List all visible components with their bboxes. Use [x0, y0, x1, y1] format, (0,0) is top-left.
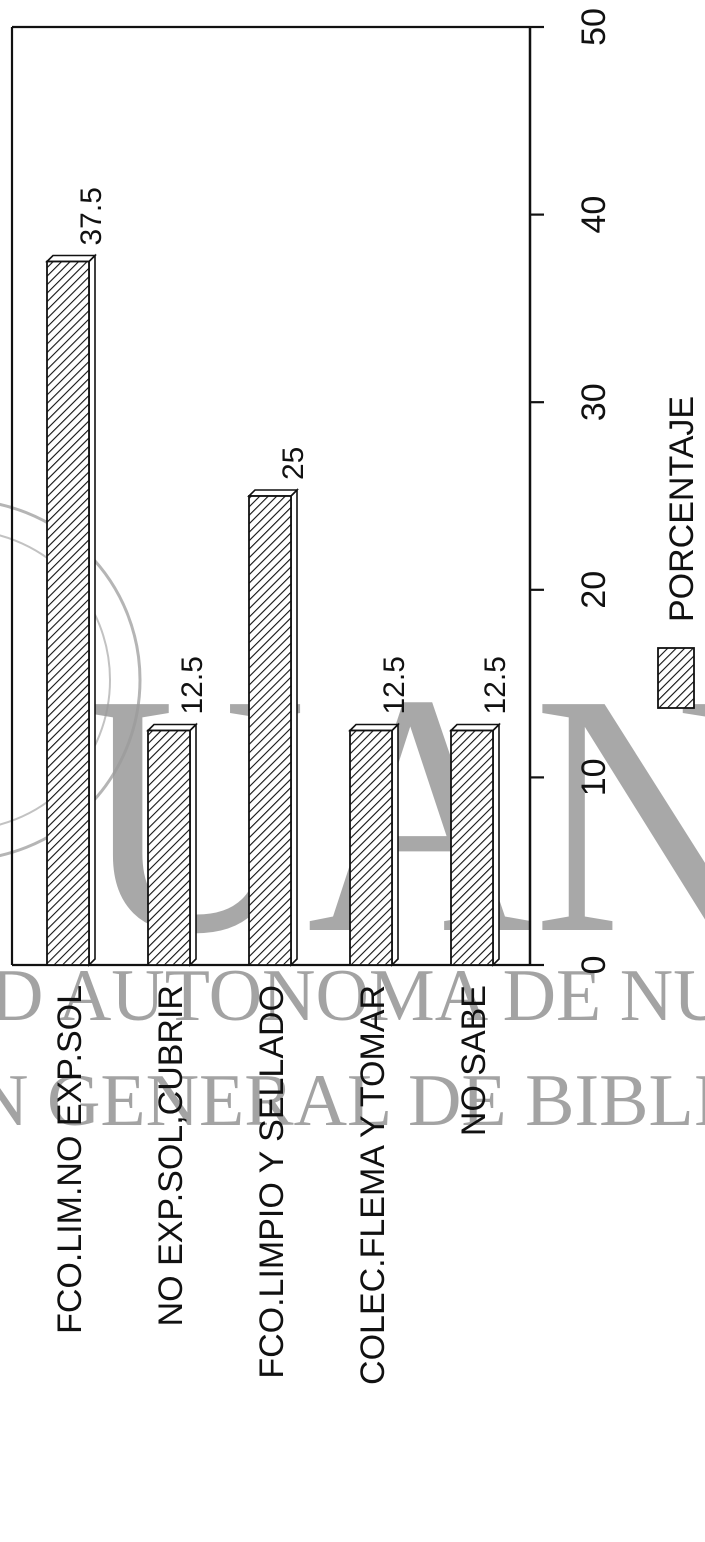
bar — [349, 729, 393, 966]
watermark-seal-inner — [0, 534, 111, 826]
bar — [46, 260, 90, 966]
value-label: 25 — [277, 447, 310, 480]
value-label: 12.5 — [479, 656, 512, 714]
legend-label: PORCENTAJE — [663, 396, 701, 622]
bar — [450, 729, 494, 966]
category-labels: FCO.LIM.NO EXP.SOL NO EXP.SOL,CUBRIR FCO.L… — [51, 985, 493, 1385]
tick-label: 0 — [575, 956, 613, 975]
category-label: NO SABE — [455, 985, 493, 1136]
watermark-seal — [0, 502, 142, 858]
bar-top — [146, 723, 198, 732]
watermark-line1: D AUTONOMA DE NUEVO — [0, 955, 705, 1037]
plot-frame — [10, 25, 532, 967]
legend: PORCENTAJE — [657, 396, 701, 709]
bars: 37.5 12.5 25 12.5 12.5 — [45, 187, 512, 967]
category-label: FCO.LIMPIO Y SELLADO — [253, 985, 291, 1379]
category-label: FCO.LIM.NO EXP.SOL — [51, 985, 89, 1334]
tick-label: 10 — [575, 758, 613, 796]
bar — [147, 729, 191, 966]
category-label: COLEC.FLEMA Y TOMAR — [354, 985, 392, 1385]
legend-swatch — [657, 647, 695, 709]
value-label: 12.5 — [176, 656, 209, 714]
tick-label: 20 — [575, 571, 613, 609]
bar-top — [348, 723, 400, 732]
bar-top — [449, 723, 501, 732]
value-label: 37.5 — [75, 187, 108, 245]
tick-label: 50 — [575, 8, 613, 46]
bar-side — [88, 253, 96, 967]
watermark-line2: N GENERAL DE BIBLIOTECAS — [0, 1060, 705, 1142]
value-label: 12.5 — [378, 656, 411, 714]
category-label: NO EXP.SOL,CUBRIR — [152, 985, 190, 1326]
value-axis-ticks: 0 10 20 30 40 50 — [530, 8, 613, 974]
bar — [248, 495, 292, 966]
tick-label: 40 — [575, 196, 613, 234]
tick-label: 30 — [575, 383, 613, 421]
